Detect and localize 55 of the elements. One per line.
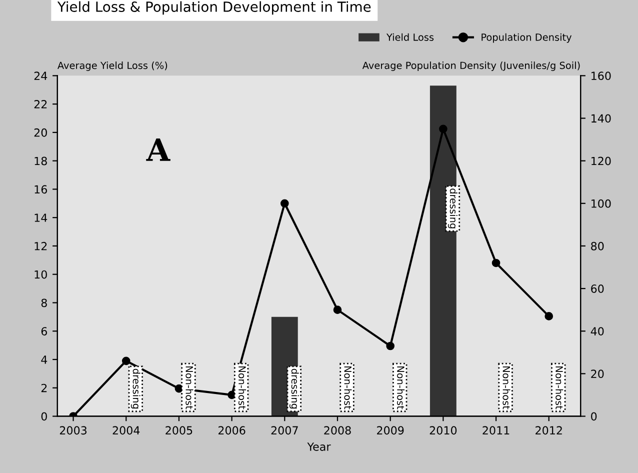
- x-tick-label: 2003: [60, 426, 87, 435]
- x-tick-label: 2008: [324, 426, 351, 435]
- y2-tick-label: 140: [592, 114, 611, 123]
- y-tick-label: 10: [34, 270, 47, 279]
- point: [122, 356, 130, 366]
- point: [280, 199, 289, 208]
- annotation: Non-host: [556, 366, 564, 410]
- x-tick-label: 2011: [482, 426, 510, 435]
- annotation: Non-host: [397, 366, 405, 410]
- x-tick-label: 2009: [377, 426, 404, 435]
- y-tick-label: 12: [34, 242, 47, 250]
- annotation: dressing: [448, 188, 458, 228]
- point: [544, 312, 554, 320]
- y-tick-label: 4: [41, 356, 48, 364]
- y-tick-label: 8: [41, 298, 47, 308]
- point: [439, 124, 448, 134]
- y2-tick-label: 120: [592, 156, 611, 166]
- point: [386, 342, 395, 350]
- y-tick-label: 24: [34, 72, 48, 80]
- legend-label: Population Density: [482, 33, 572, 43]
- x-tick-label: 2010: [430, 426, 457, 435]
- x-tick-label: 2012: [536, 426, 562, 435]
- point: [333, 306, 342, 314]
- y2-tick-label: 40: [590, 327, 604, 336]
- y2-tick-label: 20: [591, 370, 604, 378]
- y2-tick-label: 60: [591, 284, 604, 293]
- x-tick-label: 2005: [166, 426, 192, 435]
- y-tick-label: 0: [41, 412, 47, 421]
- y-tick-label: 6: [41, 327, 47, 336]
- y2-tick-label: 160: [592, 72, 611, 80]
- y-tick-label: 18: [34, 156, 47, 166]
- x-tick-label: 2007: [271, 426, 298, 435]
- y-tick-label: 16: [34, 185, 47, 194]
- y-tick-label: 22: [34, 100, 47, 108]
- y2-tick-label: 100: [592, 199, 611, 208]
- y-tick-label: 20: [34, 128, 47, 137]
- legend-label: Yield Loss: [386, 33, 434, 41]
- annotation: Non-host: [238, 366, 246, 410]
- annotation: Non-host: [502, 366, 510, 410]
- y-axis-title: Average Yield Loss (%): [57, 62, 168, 71]
- annotation: Non-host: [344, 366, 352, 410]
- y-tick-label: 2: [41, 384, 47, 392]
- x-axis-title: Year: [307, 442, 331, 451]
- annotation: Non-host: [186, 366, 194, 410]
- y2-axis-title: Average Population Density (Juveniles/g Soil): [362, 62, 580, 71]
- annotation: dressing: [130, 368, 140, 409]
- y2-tick-label: 0: [591, 412, 597, 421]
- x-tick-label: 2004: [112, 426, 140, 435]
- annotation: dressing: [289, 368, 299, 409]
- x-tick-label: 2006: [218, 426, 246, 435]
- chart-title: Yield Loss & Population Development in Time: [57, 1, 371, 15]
- y-tick-label: 14: [34, 214, 48, 222]
- annotation: A: [146, 138, 170, 161]
- point: [492, 258, 500, 268]
- y2-tick-label: 80: [591, 242, 604, 250]
